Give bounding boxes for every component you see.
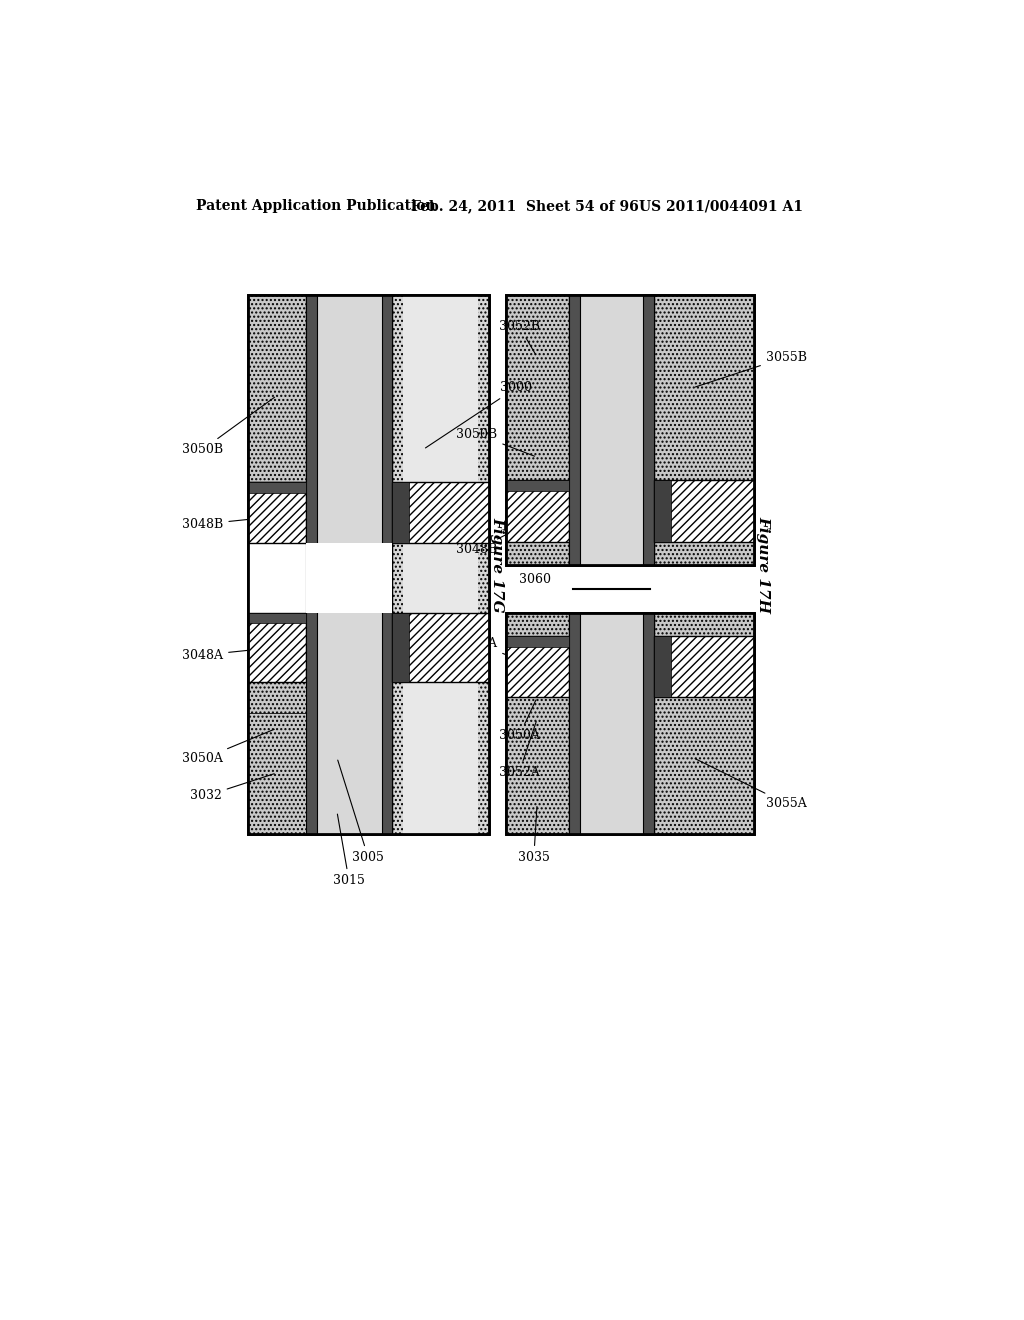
Bar [581, 612, 643, 834]
Text: 3015: 3015 [333, 814, 365, 887]
Bar [248, 612, 306, 623]
Bar [382, 296, 392, 834]
Bar [248, 296, 488, 834]
Text: 3055A: 3055A [695, 759, 807, 810]
Bar [248, 713, 306, 834]
Bar [569, 296, 581, 565]
Text: 3050B: 3050B [457, 428, 535, 457]
Bar [654, 480, 671, 541]
Bar [654, 636, 755, 697]
Text: Figure 17G: Figure 17G [490, 517, 505, 612]
Bar [403, 296, 478, 834]
Bar [654, 296, 755, 565]
Bar [316, 296, 382, 834]
Bar [306, 296, 316, 834]
Text: Figure 17H: Figure 17H [757, 516, 770, 614]
Text: 3050A: 3050A [499, 700, 540, 742]
Bar [654, 480, 755, 541]
Bar [306, 544, 392, 612]
Bar [654, 636, 671, 697]
Bar [506, 296, 569, 565]
Bar [506, 612, 755, 834]
Bar [506, 296, 755, 565]
Bar [643, 296, 654, 565]
Text: US 2011/0044091 A1: US 2011/0044091 A1 [639, 199, 803, 213]
Bar [248, 544, 306, 612]
Text: 3032: 3032 [189, 774, 274, 803]
Text: 3050A: 3050A [182, 729, 274, 766]
Text: 3050B: 3050B [182, 397, 274, 455]
Text: 3000: 3000 [426, 381, 532, 447]
Text: 3005: 3005 [338, 760, 384, 865]
Bar [506, 612, 569, 834]
Bar [392, 612, 410, 682]
Bar [248, 482, 306, 492]
Text: 3048A: 3048A [182, 648, 274, 661]
Bar [392, 482, 488, 544]
Text: 3048B: 3048B [457, 520, 535, 556]
Bar [248, 612, 306, 682]
Bar [248, 296, 306, 482]
Text: 3055B: 3055B [695, 351, 807, 387]
Text: 3048B: 3048B [182, 516, 274, 531]
Bar [248, 682, 306, 713]
Bar [506, 612, 755, 834]
Bar [392, 296, 488, 834]
Text: 3052B: 3052B [499, 319, 540, 355]
Bar [248, 296, 488, 834]
Bar [506, 480, 569, 541]
Bar [569, 612, 581, 834]
Text: 3035: 3035 [518, 807, 550, 865]
Bar [248, 482, 306, 544]
Bar [506, 296, 755, 565]
Text: 3052A: 3052A [499, 722, 540, 779]
Bar [654, 612, 755, 834]
Bar [392, 482, 410, 544]
Bar [581, 296, 643, 565]
Bar [506, 480, 569, 491]
Bar [392, 612, 488, 682]
Bar [506, 636, 569, 697]
Text: 3060: 3060 [519, 573, 551, 586]
Bar [506, 636, 569, 647]
Bar [643, 612, 654, 834]
Text: Feb. 24, 2011  Sheet 54 of 96: Feb. 24, 2011 Sheet 54 of 96 [411, 199, 639, 213]
Text: 3048A: 3048A [457, 638, 535, 665]
Text: Patent Application Publication: Patent Application Publication [196, 199, 435, 213]
